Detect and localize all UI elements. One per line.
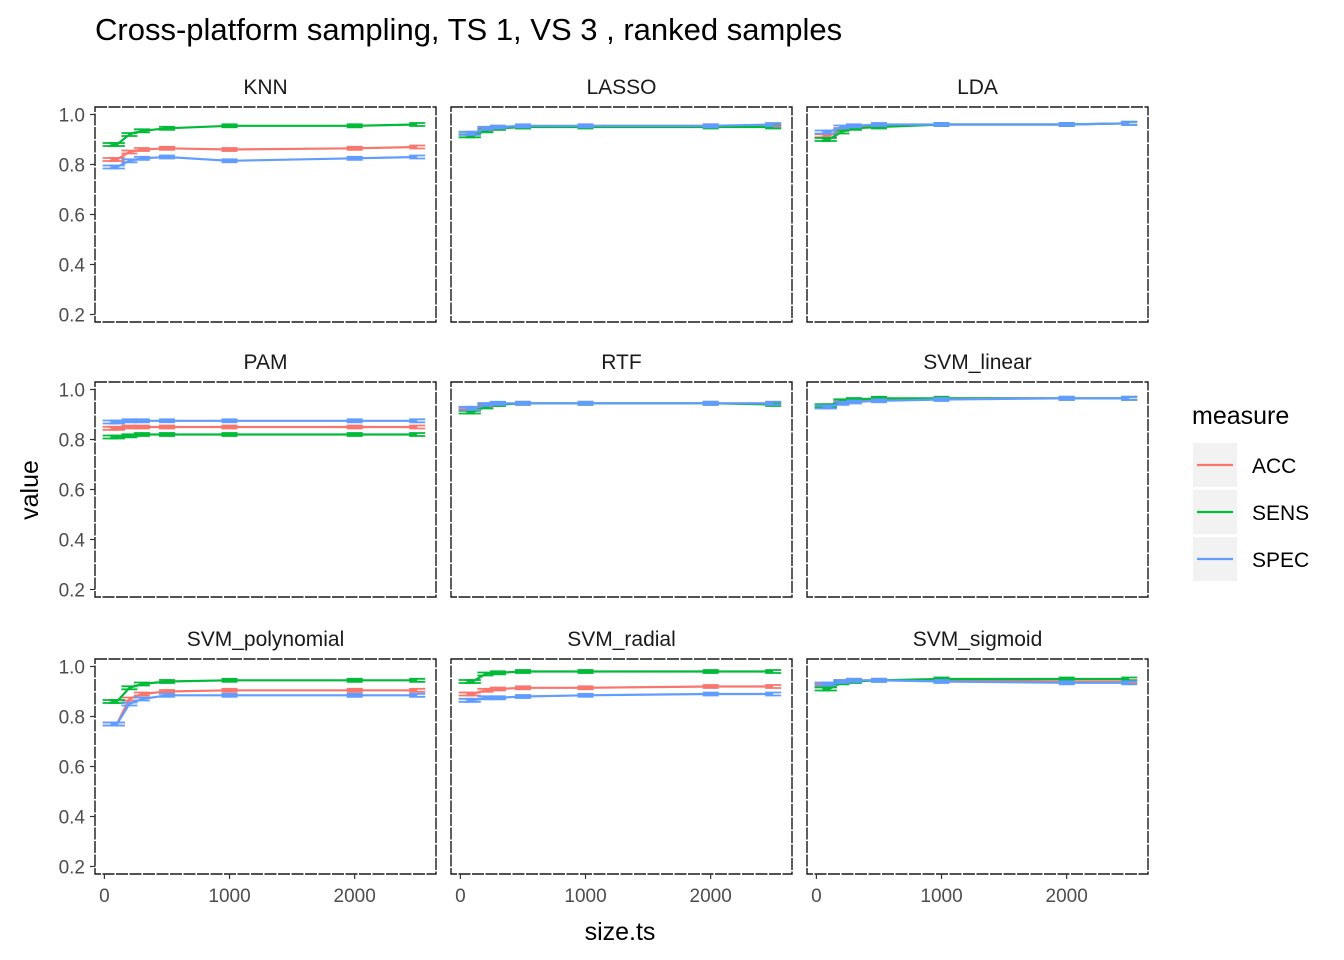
panel-strip-label: SVM_radial xyxy=(567,628,676,651)
panel-strip-label: PAM xyxy=(244,351,288,374)
panel-background xyxy=(806,381,1149,598)
panel-rtf: RTF xyxy=(450,351,793,598)
x-tick-label: 0 xyxy=(99,886,110,907)
legend: measure ACC SENS SPEC xyxy=(1192,402,1309,581)
series-line-sens xyxy=(110,433,418,439)
panel-background xyxy=(94,106,437,323)
panel-strip-label: RTF xyxy=(601,351,641,374)
y-tick-label: 0.4 xyxy=(59,256,86,277)
panel-svm-sigmoid: SVM_sigmoid 0 1000 2000 xyxy=(806,628,1149,907)
x-tick-label: 0 xyxy=(811,886,822,907)
series-line-spec xyxy=(110,419,418,424)
panel-strip-label: LDA xyxy=(957,76,998,99)
x-tick-label: 2000 xyxy=(1046,886,1088,907)
panel-svm-linear: SVM_linear xyxy=(806,351,1149,598)
y-tick-label: 0.8 xyxy=(59,708,85,729)
series-line-acc xyxy=(110,425,418,430)
panel-strip-label: SVM_polynomial xyxy=(187,628,345,651)
legend-title: measure xyxy=(1192,402,1289,430)
panel-grid: KNN 0.2 0.4 0.6 0.8 1.0 LASSO LDA PAM 0.2 0.4 0.6 0.… xyxy=(59,76,1149,907)
y-tick-label: 0.6 xyxy=(59,481,85,502)
panel-strip-label: LASSO xyxy=(586,76,656,99)
chart-title: Cross-platform sampling, TS 1, VS 3 , ra… xyxy=(95,12,842,47)
panel-strip-label: SVM_linear xyxy=(923,351,1032,374)
panel-background xyxy=(450,106,793,323)
series-line-spec xyxy=(822,679,1130,686)
x-tick-label: 2000 xyxy=(334,886,376,907)
series-line-spec xyxy=(466,692,774,702)
panel-background xyxy=(806,106,1149,323)
x-tick-label: 1000 xyxy=(920,886,962,907)
series-line-spec xyxy=(110,694,418,726)
y-tick-label: 0.2 xyxy=(59,581,85,602)
panel-lasso: LASSO xyxy=(450,76,793,323)
legend-label: SPEC xyxy=(1252,549,1309,572)
x-tick-label: 1000 xyxy=(564,886,606,907)
panel-pam: PAM 0.2 0.4 0.6 0.8 1.0 xyxy=(59,351,437,602)
y-tick-label: 0.2 xyxy=(59,858,85,879)
panel-background xyxy=(450,381,793,598)
y-axis-title: value xyxy=(16,460,44,520)
x-tick-label: 2000 xyxy=(690,886,732,907)
legend-item-spec: SPEC xyxy=(1193,537,1309,581)
x-tick-label: 1000 xyxy=(208,886,250,907)
y-tick-label: 0.2 xyxy=(59,306,85,327)
legend-item-acc: ACC xyxy=(1193,443,1296,487)
y-tick-label: 0.4 xyxy=(59,531,86,552)
y-tick-label: 0.8 xyxy=(59,431,85,452)
x-axis-title: size.ts xyxy=(585,918,656,946)
panel-strip-label: KNN xyxy=(243,76,287,99)
legend-item-sens: SENS xyxy=(1193,490,1309,534)
y-tick-label: 1.0 xyxy=(59,658,85,679)
panel-background xyxy=(94,381,437,598)
panel-background xyxy=(806,658,1149,875)
panel-strip-label: SVM_sigmoid xyxy=(913,628,1043,651)
legend-label: ACC xyxy=(1252,455,1296,478)
y-tick-label: 0.4 xyxy=(59,808,86,829)
panel-svm-polynomial: SVM_polynomial 0.2 0.4 0.6 0.8 1.0 0 1000 2000 xyxy=(59,628,437,907)
y-tick-label: 0.8 xyxy=(59,156,85,177)
panel-knn: KNN 0.2 0.4 0.6 0.8 1.0 xyxy=(59,76,437,327)
panel-svm-radial: SVM_radial 0 1000 2000 xyxy=(450,628,793,907)
y-tick-label: 1.0 xyxy=(59,106,85,127)
legend-label: SENS xyxy=(1252,502,1309,525)
y-tick-label: 0.6 xyxy=(59,758,85,779)
y-tick-label: 0.6 xyxy=(59,206,85,227)
x-tick-label: 0 xyxy=(455,886,466,907)
panel-lda: LDA xyxy=(806,76,1149,323)
y-tick-label: 1.0 xyxy=(59,381,85,402)
